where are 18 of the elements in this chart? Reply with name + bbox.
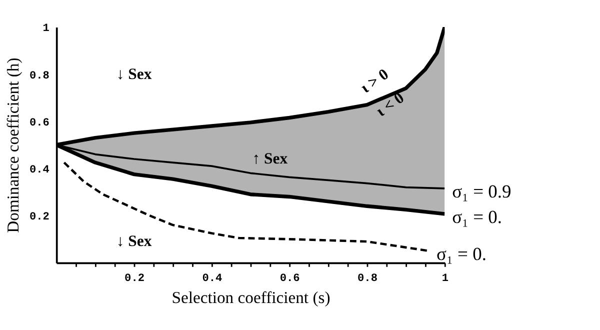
x-tick-label: 0.6 [280, 272, 300, 285]
x-tick-label: 1 [442, 272, 449, 285]
x-tick-label: 0.2 [124, 272, 144, 285]
y-tick-label: 0.6 [30, 117, 50, 130]
y-tick-label: 0.4 [30, 164, 50, 177]
series-label: σ₁ = 0.9 [452, 182, 512, 202]
x-tick-label: 0.8 [358, 272, 378, 285]
series-label: σ₁ = 0. [452, 207, 502, 228]
y-axis-title: Dominance coefficient (h) [3, 58, 22, 233]
x-tick-label: 0.4 [202, 272, 222, 285]
y-tick-label: 0.8 [30, 70, 50, 82]
x-axis-title: Selection coefficient (s) [172, 288, 330, 307]
y-tick-label: 1 [42, 23, 50, 36]
annotation: ↓ Sex [116, 66, 152, 83]
series-label: σ₁ = 0. [436, 244, 486, 264]
annotation: ↓ Sex [116, 233, 152, 250]
annotation: ↑ Sex [252, 150, 288, 168]
y-tick-label: 0.2 [30, 212, 50, 224]
